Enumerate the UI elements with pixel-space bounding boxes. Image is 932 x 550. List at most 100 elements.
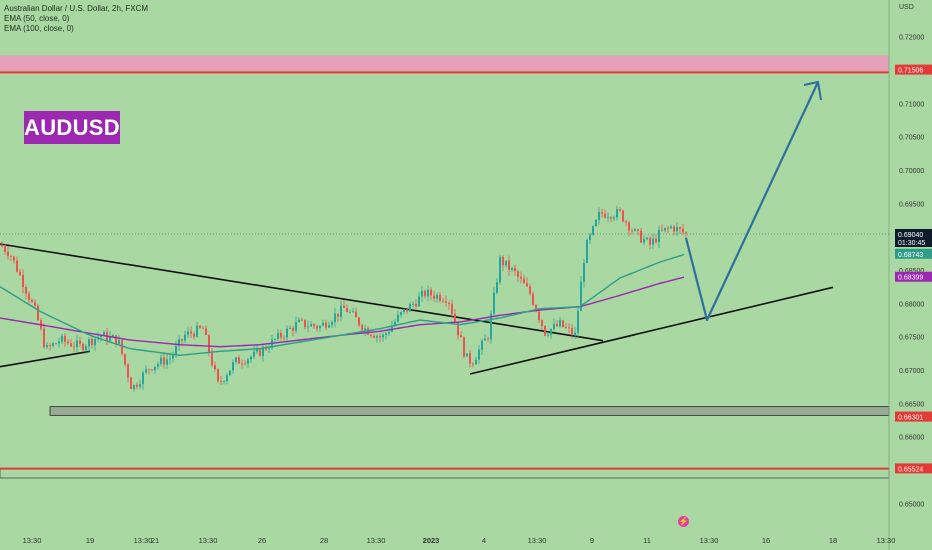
x-tick-label: 19 <box>86 536 94 545</box>
candle-body <box>256 349 258 352</box>
candle-body <box>181 339 183 341</box>
candle-body <box>385 333 387 335</box>
candle-body <box>70 343 72 347</box>
candle-body <box>670 226 672 229</box>
candle-body <box>544 325 546 336</box>
candle-body <box>7 251 9 257</box>
legend-ema50[interactable]: EMA (50, close, 0) <box>4 14 70 23</box>
candle-body <box>511 267 513 270</box>
candle-body <box>58 341 60 344</box>
candle-body <box>349 311 351 313</box>
candle-body <box>22 274 24 288</box>
candle-body <box>394 321 396 326</box>
candle-body <box>34 301 36 306</box>
candle-body <box>178 339 180 346</box>
candle-body <box>196 325 198 337</box>
candle-body <box>247 359 249 364</box>
x-tick-label: 13:30 <box>199 536 218 545</box>
candle-body <box>481 340 483 350</box>
candle-body <box>172 354 174 359</box>
candle-body <box>79 340 81 345</box>
candle-body <box>613 217 615 219</box>
candle-body <box>598 212 600 220</box>
candle-body <box>388 331 390 334</box>
candle-body <box>352 311 354 313</box>
candle-body <box>220 381 222 382</box>
candle-body <box>1 244 3 247</box>
candle-body <box>190 331 192 334</box>
candle-body <box>475 359 477 365</box>
price-label: 0.69040 <box>898 232 923 239</box>
candle-body <box>442 300 444 302</box>
candle-body <box>334 313 336 323</box>
candle-body <box>409 304 411 312</box>
candle-body <box>325 322 327 328</box>
x-tick-label: 13:30 <box>367 536 386 545</box>
candle-body <box>289 327 291 329</box>
candle-body <box>175 345 177 355</box>
candle-body <box>604 213 606 218</box>
candle-body <box>202 327 204 329</box>
x-tick-label: 13:30 <box>877 536 896 545</box>
candle-body <box>559 320 561 327</box>
candle-body <box>274 339 276 340</box>
candle-body <box>628 222 630 231</box>
x-tick-label: 13:30 <box>23 536 42 545</box>
candle-body <box>499 256 501 283</box>
candle-body <box>88 339 90 347</box>
candle-body <box>490 313 492 340</box>
candle-body <box>577 310 579 333</box>
candle-body <box>565 326 567 328</box>
candle-body <box>535 304 537 312</box>
candle-body <box>49 345 51 347</box>
candle-body <box>574 332 576 335</box>
candle-body <box>4 246 6 252</box>
candle-body <box>568 327 570 329</box>
y-tick-label: 0.68000 <box>899 301 924 308</box>
candle-body <box>406 309 408 312</box>
candle-body <box>13 256 15 261</box>
legend-ema100[interactable]: EMA (100, close, 0) <box>4 24 74 33</box>
candle-body <box>229 370 231 376</box>
lower-zone <box>0 468 890 479</box>
candle-body <box>340 305 342 317</box>
candle-body <box>622 210 624 222</box>
candle-body <box>268 348 270 350</box>
candle-body <box>280 332 282 338</box>
candle-body <box>412 303 414 305</box>
candle-body <box>421 291 423 297</box>
lightning-icon[interactable]: ⚡ <box>678 516 689 527</box>
currency-label: USD <box>899 4 914 11</box>
candle-body <box>466 353 468 357</box>
candle-body <box>532 293 534 305</box>
x-tick-label: 16 <box>762 536 770 545</box>
candle-body <box>313 324 315 327</box>
candle-body <box>301 319 303 321</box>
y-tick-label: 0.66000 <box>899 435 924 442</box>
candle-body <box>238 357 240 364</box>
candle-body <box>103 332 105 336</box>
candle-body <box>454 314 456 323</box>
candle-body <box>241 363 243 365</box>
candle-body <box>262 346 264 356</box>
ascending-trendline <box>469 286 834 375</box>
candle-body <box>379 336 381 338</box>
candle-body <box>304 319 306 328</box>
candle-body <box>382 334 384 338</box>
candle-body <box>685 232 687 234</box>
candle-body <box>217 369 219 382</box>
candle-body <box>10 256 12 257</box>
candle-body <box>463 337 465 357</box>
y-tick-label: 0.66500 <box>899 401 924 408</box>
y-tick-label: 0.68500 <box>899 268 924 275</box>
legend-symbol[interactable]: Australian Dollar / U.S. Dollar, 2h, FXC… <box>4 4 149 13</box>
projection-path <box>684 81 819 322</box>
candle-body <box>130 377 132 390</box>
candle-body <box>448 302 450 305</box>
candle-body <box>250 356 252 360</box>
price-label-box <box>895 229 932 247</box>
x-tick-label: 28 <box>320 536 328 545</box>
candle-body <box>343 305 345 308</box>
candle-body <box>19 271 21 275</box>
